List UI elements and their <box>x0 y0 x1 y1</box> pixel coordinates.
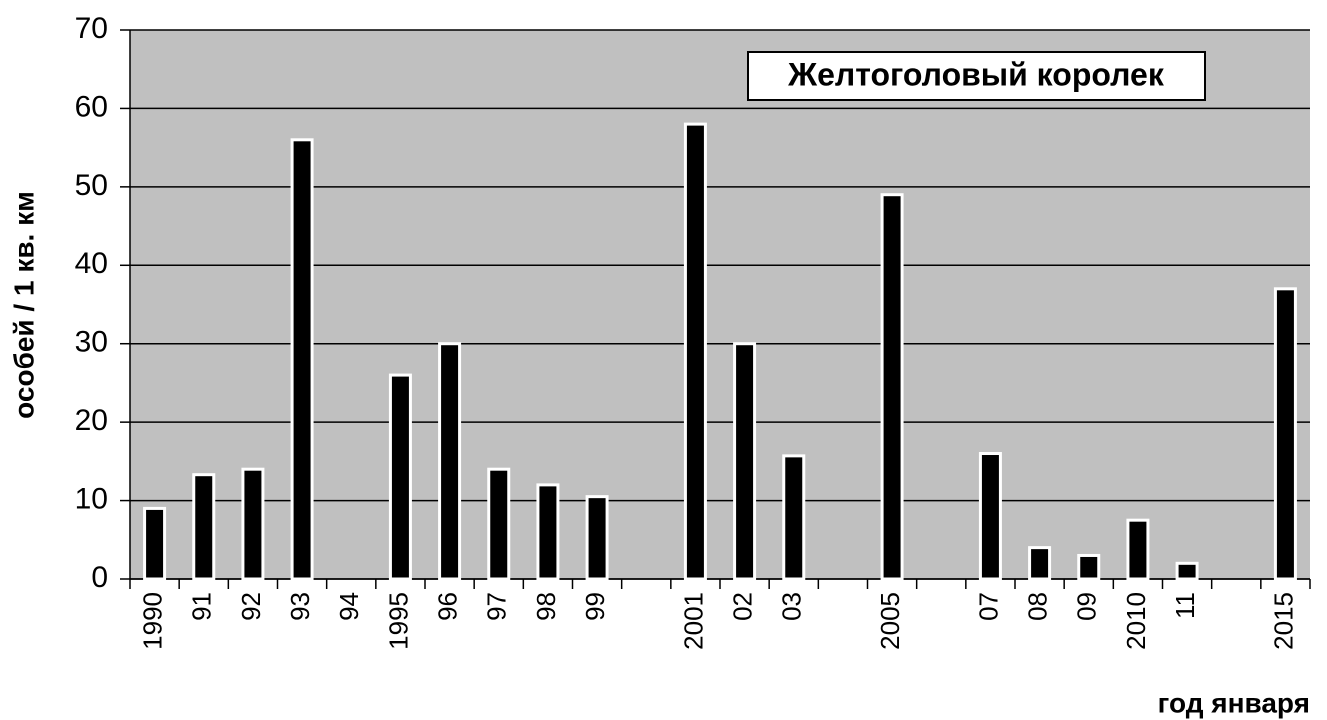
x-tick-label: 97 <box>482 592 512 621</box>
x-tick-label: 11 <box>1170 592 1200 619</box>
x-tick-label: 96 <box>432 592 462 621</box>
x-tick-label: 93 <box>285 592 315 621</box>
x-tick-label: 91 <box>187 592 217 621</box>
bar <box>143 506 167 581</box>
y-tick-label: 50 <box>75 169 108 202</box>
bar <box>241 467 265 581</box>
x-tick-label: 92 <box>236 592 266 621</box>
bar <box>487 467 511 581</box>
x-tick-label: 03 <box>777 592 807 621</box>
y-tick-label: 0 <box>91 561 108 594</box>
chart-title: Желтоголовый королек <box>787 56 1165 92</box>
x-tick-label: 2010 <box>1121 592 1151 650</box>
bar <box>1126 518 1150 581</box>
x-tick-label: 99 <box>580 592 610 621</box>
bar <box>1077 553 1101 581</box>
bar <box>733 342 757 581</box>
y-axis-label: особей / 1 кв. км <box>8 191 39 419</box>
bar <box>880 193 904 581</box>
bar <box>782 454 806 581</box>
bar <box>290 138 314 581</box>
bar <box>192 473 216 581</box>
y-tick-label: 30 <box>75 326 108 359</box>
x-tick-label: 08 <box>1022 592 1052 621</box>
bar <box>1028 546 1052 581</box>
plot-area <box>130 30 1310 579</box>
bar <box>1175 561 1199 581</box>
x-tick-label: 2015 <box>1268 592 1298 650</box>
bar <box>683 122 707 581</box>
y-tick-label: 60 <box>75 90 108 123</box>
bar <box>585 495 609 581</box>
x-tick-label: 07 <box>973 592 1003 621</box>
y-tick-label: 40 <box>75 247 108 280</box>
x-tick-label: 2001 <box>678 592 708 650</box>
bar <box>978 452 1002 581</box>
x-tick-label: 98 <box>531 592 561 621</box>
bar <box>388 373 412 581</box>
x-tick-label: 02 <box>727 592 757 621</box>
bar <box>536 483 560 581</box>
x-tick-label: 1990 <box>137 592 167 650</box>
y-tick-label: 10 <box>75 482 108 515</box>
y-tick-label: 70 <box>75 12 108 45</box>
y-tick-label: 20 <box>75 404 108 437</box>
x-tick-label: 94 <box>334 592 364 621</box>
x-tick-label: 2005 <box>875 592 905 650</box>
title-box <box>747 51 1206 101</box>
x-axis-label: год января <box>1158 687 1310 718</box>
x-tick-label: 09 <box>1072 592 1102 621</box>
x-tick-label: 1995 <box>383 592 413 650</box>
bar <box>438 342 462 581</box>
bar <box>1273 287 1297 581</box>
